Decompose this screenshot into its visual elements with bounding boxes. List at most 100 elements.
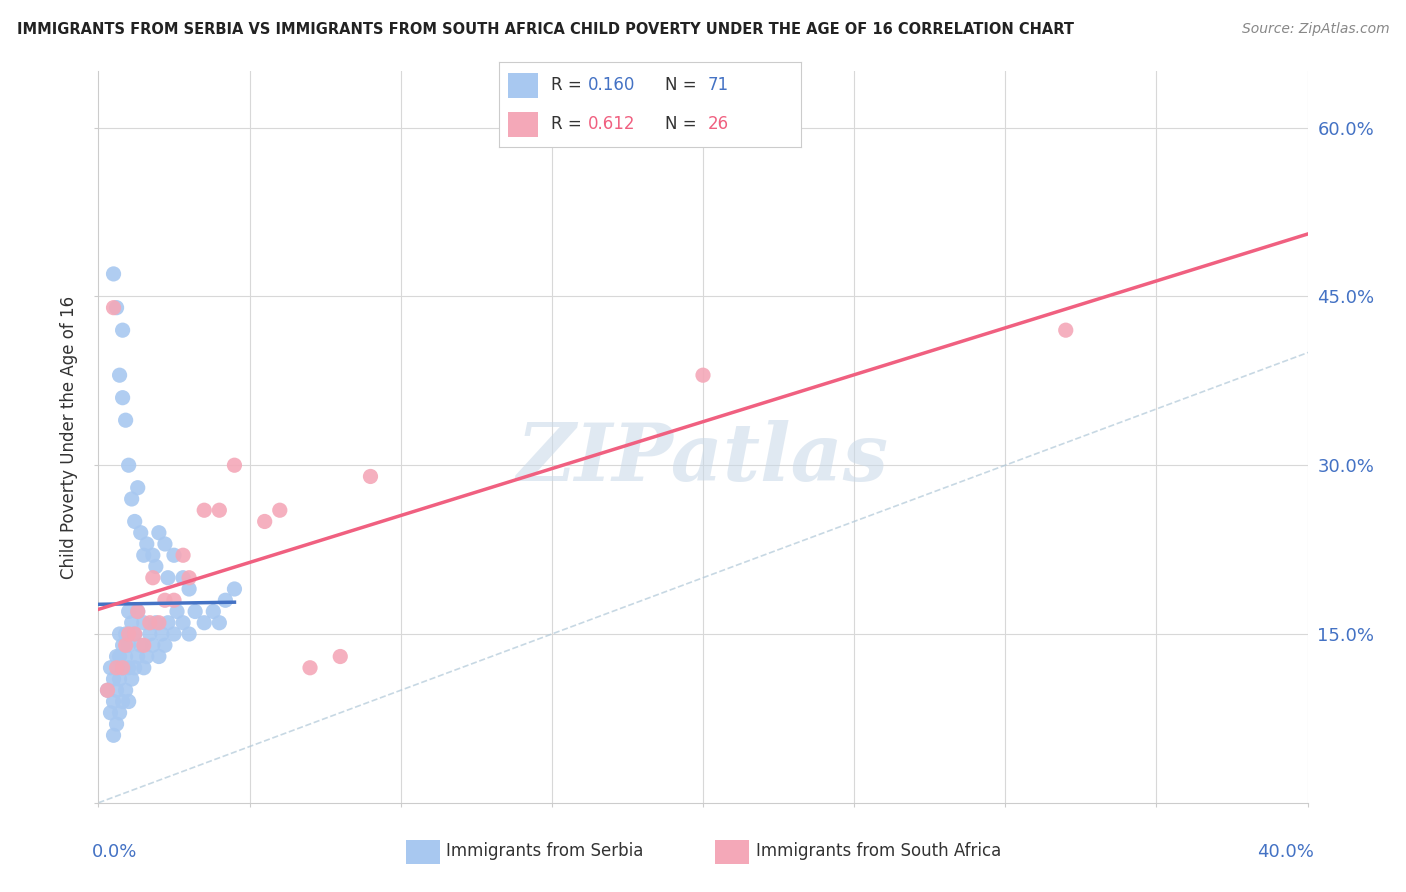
Point xyxy=(124,661,146,675)
Point xyxy=(132,638,155,652)
Point xyxy=(132,661,155,675)
Text: IMMIGRANTS FROM SERBIA VS IMMIGRANTS FROM SOUTH AFRICA CHILD POVERTY UNDER THE A: IMMIGRANTS FROM SERBIA VS IMMIGRANTS FRO… xyxy=(17,22,1074,37)
Point xyxy=(208,503,231,517)
Point xyxy=(124,627,146,641)
Point xyxy=(214,593,236,607)
Point xyxy=(100,706,122,720)
Point xyxy=(692,368,714,383)
Point xyxy=(105,301,128,315)
Text: ZIPatlas: ZIPatlas xyxy=(517,420,889,498)
Point xyxy=(103,672,125,686)
Point xyxy=(100,661,122,675)
Point xyxy=(224,458,246,473)
Point xyxy=(129,638,152,652)
Point xyxy=(121,491,143,506)
Point xyxy=(172,571,194,585)
Point xyxy=(148,525,170,540)
Point xyxy=(172,548,194,562)
Point xyxy=(121,672,143,686)
Point xyxy=(108,627,131,641)
Point xyxy=(202,605,225,619)
Point xyxy=(114,638,136,652)
Point xyxy=(145,615,167,630)
Point xyxy=(153,593,176,607)
Point xyxy=(142,548,165,562)
Point xyxy=(105,683,128,698)
Point xyxy=(118,627,141,641)
Point xyxy=(153,638,176,652)
Point xyxy=(118,661,141,675)
Point xyxy=(124,515,146,529)
Text: R =: R = xyxy=(551,115,586,133)
Point xyxy=(156,571,179,585)
Text: R =: R = xyxy=(551,77,586,95)
Text: N =: N = xyxy=(665,115,702,133)
Point xyxy=(193,615,215,630)
Point xyxy=(139,627,162,641)
Point xyxy=(105,661,128,675)
Point xyxy=(329,649,352,664)
Point xyxy=(148,615,170,630)
Point xyxy=(127,481,149,495)
Text: Immigrants from Serbia: Immigrants from Serbia xyxy=(446,842,644,860)
Text: 0.0%: 0.0% xyxy=(93,843,138,861)
Point xyxy=(108,649,131,664)
Point xyxy=(179,571,201,585)
Point xyxy=(96,683,118,698)
Point xyxy=(108,672,131,686)
Point xyxy=(166,605,188,619)
Point xyxy=(111,391,134,405)
Point xyxy=(179,582,201,596)
Point xyxy=(103,694,125,708)
Point xyxy=(132,615,155,630)
Point xyxy=(156,615,179,630)
Point xyxy=(208,615,231,630)
Point xyxy=(360,469,382,483)
Point xyxy=(135,537,157,551)
Point xyxy=(142,571,165,585)
Text: 26: 26 xyxy=(707,115,728,133)
Point xyxy=(105,717,128,731)
Point xyxy=(163,627,186,641)
Point xyxy=(269,503,291,517)
Point xyxy=(132,548,155,562)
Point xyxy=(111,661,134,675)
Point xyxy=(139,615,162,630)
Text: 40.0%: 40.0% xyxy=(1257,843,1313,861)
Point xyxy=(114,649,136,664)
Text: Source: ZipAtlas.com: Source: ZipAtlas.com xyxy=(1241,22,1389,37)
Point xyxy=(111,661,134,675)
Point xyxy=(129,525,152,540)
Point xyxy=(179,627,201,641)
Point xyxy=(96,683,118,698)
Point xyxy=(1054,323,1077,337)
Point xyxy=(127,649,149,664)
Point xyxy=(105,649,128,664)
Point xyxy=(111,638,134,652)
Point xyxy=(135,649,157,664)
Point xyxy=(163,548,186,562)
Bar xyxy=(508,72,538,98)
Point xyxy=(118,694,141,708)
Point xyxy=(108,706,131,720)
Bar xyxy=(406,839,440,864)
Y-axis label: Child Poverty Under the Age of 16: Child Poverty Under the Age of 16 xyxy=(60,295,79,579)
Point xyxy=(114,683,136,698)
Point xyxy=(148,649,170,664)
Point xyxy=(127,605,149,619)
Text: 71: 71 xyxy=(707,77,728,95)
Point xyxy=(153,537,176,551)
Point xyxy=(121,615,143,630)
Point xyxy=(103,301,125,315)
Point xyxy=(145,559,167,574)
Point xyxy=(114,627,136,641)
Point xyxy=(163,593,186,607)
Text: Immigrants from South Africa: Immigrants from South Africa xyxy=(755,842,1001,860)
Point xyxy=(193,503,215,517)
Point xyxy=(103,728,125,742)
Point xyxy=(224,582,246,596)
Point xyxy=(111,694,134,708)
Point xyxy=(172,615,194,630)
Point xyxy=(103,267,125,281)
Point xyxy=(114,413,136,427)
